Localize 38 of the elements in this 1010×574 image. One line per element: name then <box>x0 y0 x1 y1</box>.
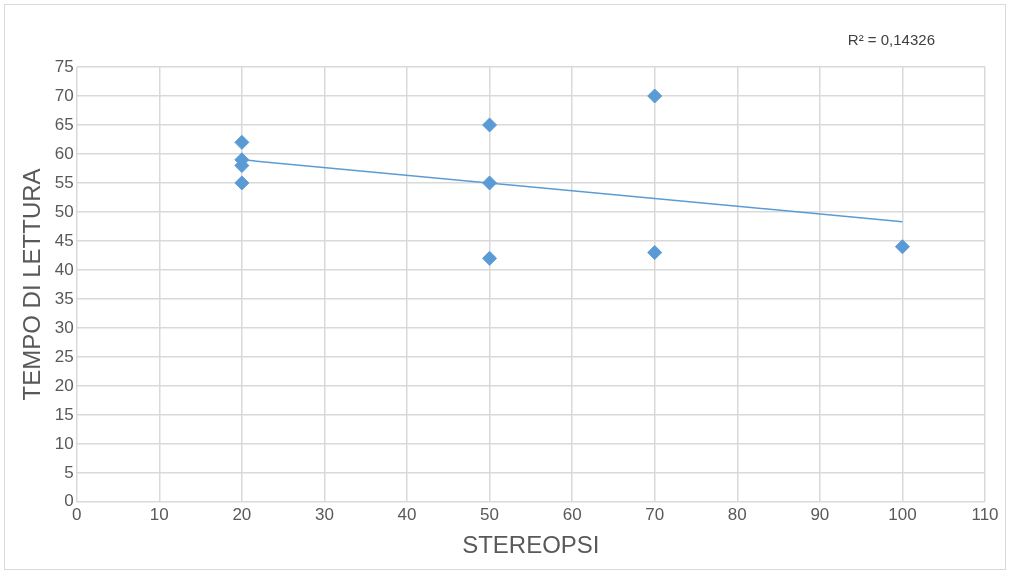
x-tick-label: 70 <box>645 504 665 524</box>
y-tick-label: 45 <box>54 230 74 250</box>
y-tick-label: 30 <box>54 317 74 337</box>
x-tick-label: 50 <box>480 504 500 524</box>
y-tick-label: 10 <box>54 433 74 453</box>
y-tick-label: 75 <box>54 56 74 76</box>
y-tick-label: 60 <box>54 143 74 163</box>
x-tick-label: 10 <box>149 504 169 524</box>
x-tick-label: 100 <box>888 504 917 524</box>
y-tick-label: 20 <box>54 375 74 395</box>
y-tick-label: 70 <box>54 85 74 105</box>
y-tick-label: 5 <box>64 462 74 482</box>
text: R² = 0,14326 <box>847 31 935 49</box>
y-tick-label: 25 <box>54 346 74 366</box>
point <box>482 250 498 266</box>
point <box>482 175 498 191</box>
point <box>894 239 910 255</box>
x-axis-title: STEREOPSI <box>462 531 600 559</box>
point <box>234 175 250 191</box>
y-tick-label: 0 <box>64 491 74 511</box>
x-tick-label: 30 <box>314 504 334 524</box>
point <box>482 117 498 133</box>
point <box>647 88 663 104</box>
x-tick-label: 40 <box>397 504 417 524</box>
point <box>234 134 250 150</box>
x-tick-label: 80 <box>727 504 747 524</box>
x-tick-label: 20 <box>232 504 252 524</box>
y-tick-label: 50 <box>54 201 74 221</box>
y-tick-label: 35 <box>54 288 74 308</box>
y-tick-label: 40 <box>54 259 74 279</box>
x-tick-label: 60 <box>562 504 582 524</box>
point <box>647 245 663 261</box>
x-tick-label: 110 <box>971 504 999 524</box>
x-tick-label: 90 <box>810 504 830 524</box>
y-tick-label: 65 <box>54 114 74 134</box>
y-axis-title: TEMPO DI LETTURA <box>18 168 46 401</box>
y-tick-label: 55 <box>54 172 74 192</box>
y-tick-label: 15 <box>54 404 74 424</box>
